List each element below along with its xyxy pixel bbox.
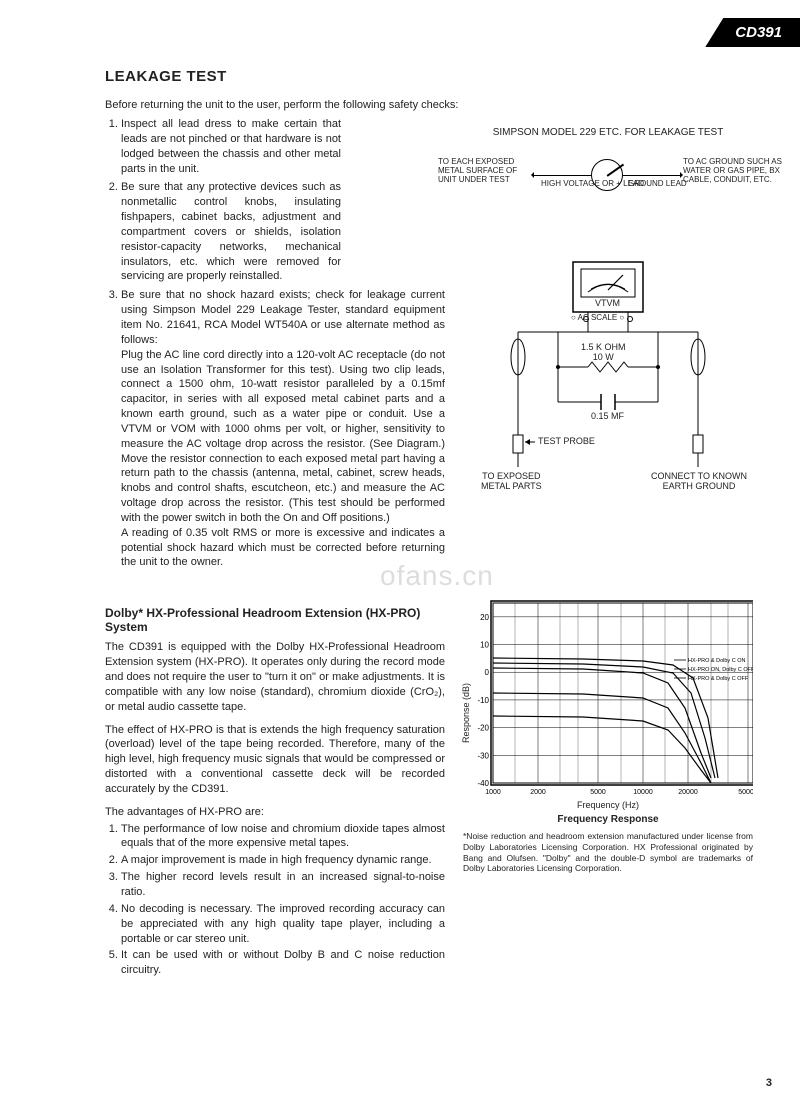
simpson-right-label: TO AC GROUND SUCH AS WATER OR GAS PIPE, … [683,157,788,185]
simpson-diagram: SIMPSON MODEL 229 ETC. FOR LEAKAGE TEST … [463,127,753,237]
svg-text:HX-PRO ON, Dolby C OFF: HX-PRO ON, Dolby C OFF [688,667,753,673]
dolby-heading: Dolby* HX-Professional Headroom Extensio… [105,606,445,634]
chart-title: Frequency Response [463,814,753,825]
step-text: Inspect all lead dress to make certain t… [121,117,341,176]
resistor-label: 1.5 K OHM 10 W [581,343,626,363]
svg-text:20: 20 [480,613,489,622]
dolby-column: Dolby* HX-Professional Headroom Extensio… [105,588,445,980]
advantage-item: No decoding is necessary. The improved r… [121,902,445,947]
chart-ylabel: Response (dB) [461,683,471,743]
lower-columns: Dolby* HX-Professional Headroom Extensio… [105,588,755,980]
svg-text:10: 10 [480,641,489,650]
advantage-item: The higher record levels result in an in… [121,870,445,900]
step-item: Inspect all lead dress to make certain t… [121,117,445,176]
page: CD391 LEAKAGE TEST Before returning the … [0,0,800,1103]
svg-text:-30: -30 [477,752,489,761]
svg-text:2000: 2000 [530,789,546,796]
step-item: Be sure that no shock hazard exists; che… [121,288,445,570]
svg-text:HX-PRO & Dolby C OFF: HX-PRO & Dolby C OFF [688,676,749,682]
capacitor-label: 0.15 MF [591,412,624,422]
simpson-right-line [623,175,681,176]
page-number: 3 [766,1077,772,1089]
dolby-footnote: *Noise reduction and headroom extension … [463,831,753,874]
page-title: LEAKAGE TEST [105,68,755,85]
earth-label: CONNECT TO KNOWN EARTH GROUND [651,472,747,492]
chart-column: Response (dB) 20 10 0 -10 -20 -30 -401000 2000 5… [463,588,755,980]
diagrams-column: SIMPSON MODEL 229 ETC. FOR LEAKAGE TEST … [463,117,755,574]
upper-columns: Inspect all lead dress to make certain t… [105,117,755,574]
ac-scale-label: ○ AC SCALE ○ [571,314,624,323]
svg-text:-40: -40 [477,779,489,788]
step-text: Be sure that no shock hazard exists; che… [121,288,445,570]
steps-list: Inspect all lead dress to make certain t… [105,117,445,570]
exposed-label: TO EXPOSED METAL PARTS [481,472,542,492]
svg-text:-20: -20 [477,724,489,733]
svg-text:20000: 20000 [678,789,698,796]
svg-text:10000: 10000 [633,789,653,796]
vtvm-label: VTVM [595,299,620,309]
svg-text:5000: 5000 [590,789,606,796]
svg-text:-10: -10 [477,696,489,705]
dolby-p1: The CD391 is equipped with the Dolby HX-… [105,640,445,714]
advantage-item: It can be used with or without Dolby B a… [121,948,445,978]
dolby-p2: The effect of HX-PRO is that is extends … [105,723,445,797]
svg-text:1000: 1000 [485,789,501,796]
model-tab: CD391 [705,18,800,47]
simpson-gnd-label: GROUND LEAD [628,179,687,188]
simpson-left-label: TO EACH EXPOSED METAL SURFACE OF UNIT UN… [438,157,528,185]
step-item: Be sure that any protective devices such… [121,180,445,284]
vtvm-diagram: VTVM ○ AC SCALE ○ 1.5 K OHM 10 W 0.15 MF… [463,257,753,517]
advantage-item: A major improvement is made in high freq… [121,853,445,868]
steps-column: Inspect all lead dress to make certain t… [105,117,445,574]
chart-svg: 20 10 0 -10 -20 -30 -401000 2000 5000 10000 20000 5… [463,598,753,798]
step-text: Be sure that any protective devices such… [121,180,341,284]
advantages-list: The performance of low noise and chromiu… [105,822,445,978]
simpson-title: SIMPSON MODEL 229 ETC. FOR LEAKAGE TEST [463,127,753,138]
svg-text:50000: 50000 [738,789,753,796]
simpson-left-line [533,175,591,176]
svg-text:HX-PRO & Dolby C ON: HX-PRO & Dolby C ON [688,658,745,664]
advantage-item: The performance of low noise and chromiu… [121,822,445,852]
intro-text: Before returning the unit to the user, p… [105,99,755,111]
svg-text:0: 0 [485,669,490,678]
freq-response-chart: Response (dB) 20 10 0 -10 -20 -30 -401000 2000 5… [463,598,753,874]
test-probe-label: TEST PROBE [538,437,595,447]
chart-xlabel: Frequency (Hz) [463,800,753,810]
adv-intro: The advantages of HX-PRO are: [105,805,445,820]
